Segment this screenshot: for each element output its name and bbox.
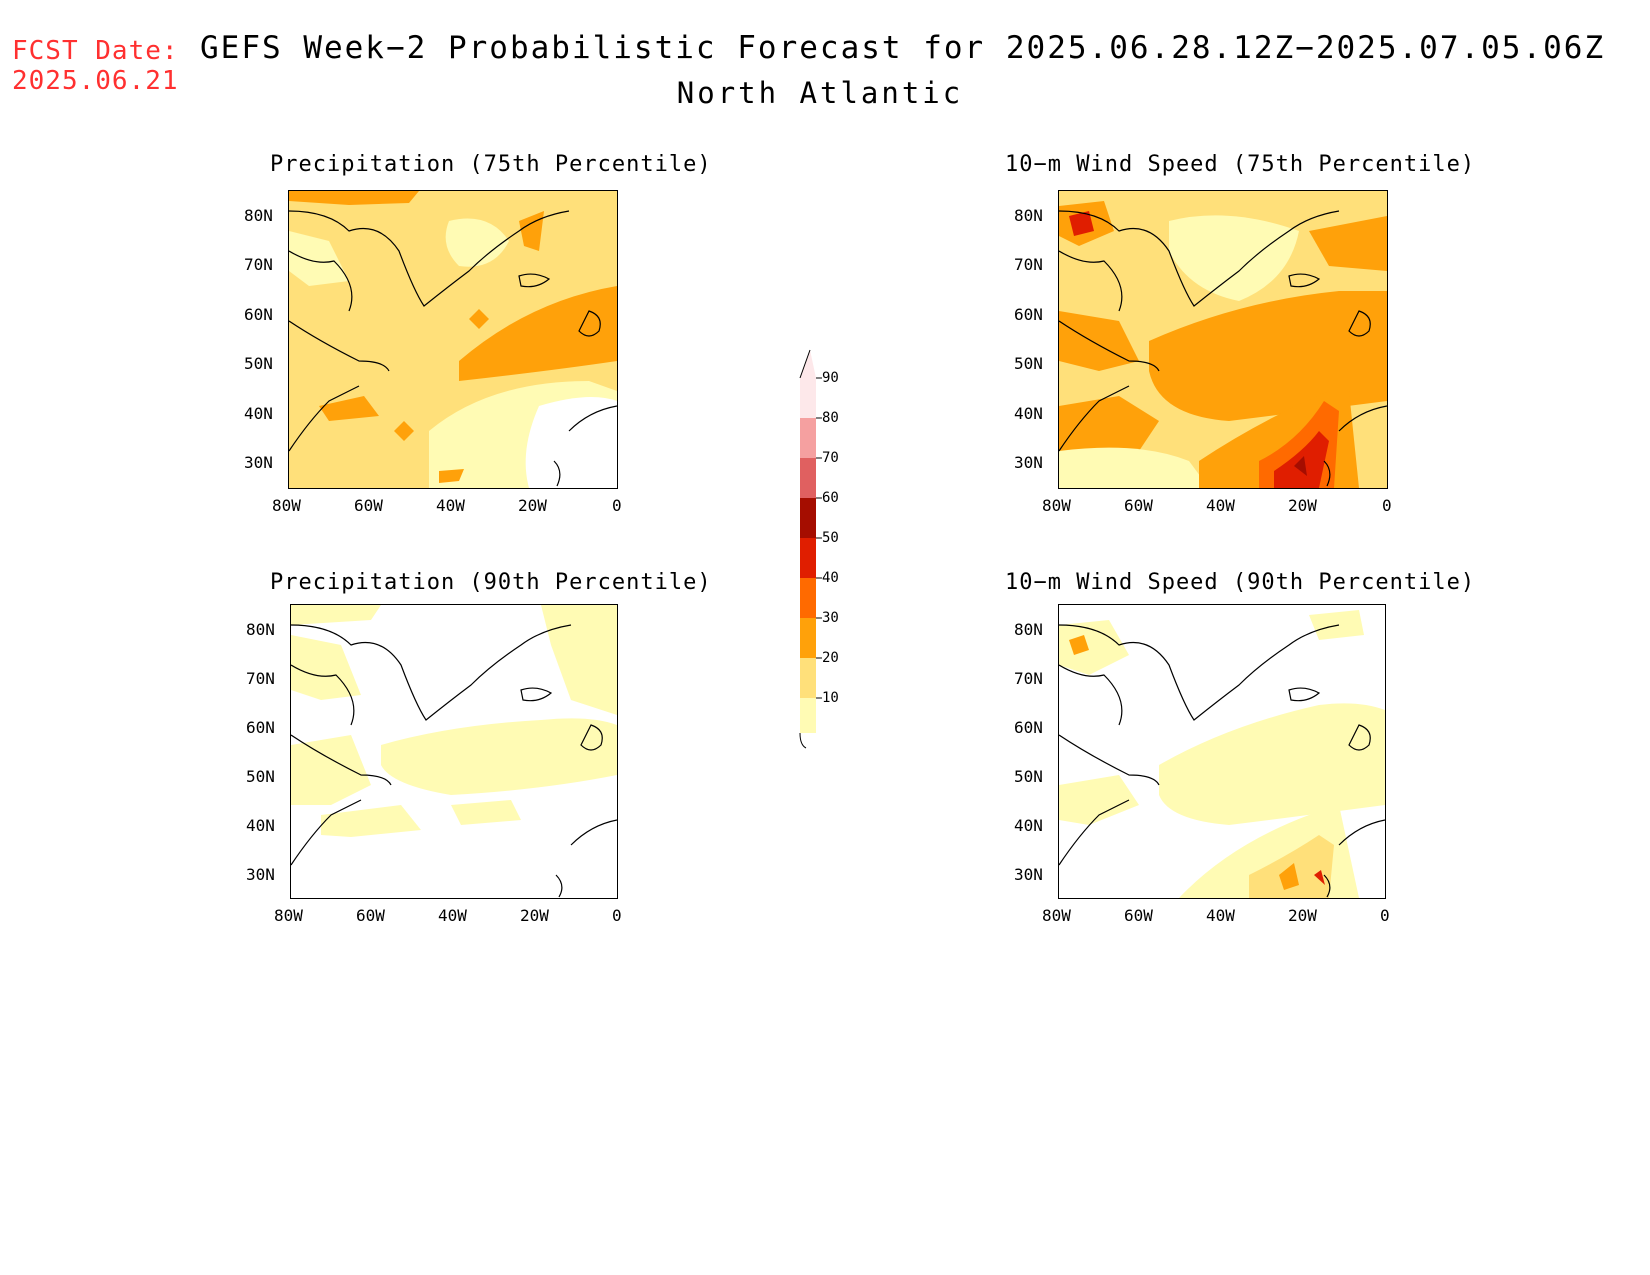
map-wind-90 <box>1058 604 1386 899</box>
lon-label: 20W <box>518 496 547 515</box>
lat-label: 40N <box>244 404 273 423</box>
lon-label: 80W <box>1042 496 1071 515</box>
lat-label: 40N <box>246 816 275 835</box>
lat-label: 50N <box>246 767 275 786</box>
colorbar-swatch-80-90 <box>800 418 816 458</box>
colorbar-swatches <box>799 349 822 749</box>
lat-label: 80N <box>244 206 273 225</box>
lat-label: 60N <box>244 305 273 324</box>
colorbar-label: 40 <box>822 570 839 586</box>
forecast-date-label: FCST Date: <box>12 36 179 66</box>
lat-label: 60N <box>246 718 275 737</box>
lon-label: 40W <box>1206 906 1235 925</box>
colorbar-label: 50 <box>822 530 839 546</box>
colorbar-swatch-20-30 <box>800 658 816 698</box>
colorbar-label: 60 <box>822 490 839 506</box>
lon-label: 40W <box>438 906 467 925</box>
lat-label: 80N <box>246 620 275 639</box>
lon-label: 80W <box>1042 906 1071 925</box>
lat-label: 70N <box>1014 669 1043 688</box>
lat-label: 30N <box>1014 453 1043 472</box>
colorbar-swatch-60-70 <box>800 498 816 538</box>
lon-label: 60W <box>1124 906 1153 925</box>
lat-label: 40N <box>1014 404 1043 423</box>
colorbar: 90 80 70 60 50 40 30 20 10 <box>790 330 850 754</box>
colorbar-swatch-50-60 <box>800 538 816 578</box>
lon-label: 0 <box>612 496 622 515</box>
colorbar-label: 90 <box>822 370 839 386</box>
lat-label: 80N <box>1014 620 1043 639</box>
map-wind-75 <box>1058 190 1388 489</box>
lon-label: 0 <box>1380 906 1390 925</box>
lon-label: 0 <box>612 906 622 925</box>
lon-label: 80W <box>272 496 301 515</box>
panel-title-precip-90: Precipitation (90th Percentile) <box>270 570 712 595</box>
lon-label: 40W <box>1206 496 1235 515</box>
colorbar-swatch-10-20 <box>800 698 816 733</box>
lat-label: 50N <box>1014 767 1043 786</box>
panel-title-wind-90: 10−m Wind Speed (90th Percentile) <box>1005 570 1476 595</box>
lat-label: 50N <box>1014 354 1043 373</box>
lon-label: 60W <box>1124 496 1153 515</box>
colorbar-label: 20 <box>822 650 839 666</box>
lat-label: 70N <box>246 669 275 688</box>
colorbar-swatch-30-40 <box>800 618 816 658</box>
panel-title-precip-75: Precipitation (75th Percentile) <box>270 152 712 177</box>
lon-label: 80W <box>274 906 303 925</box>
lon-label: 40W <box>436 496 465 515</box>
lon-label: 20W <box>1288 496 1317 515</box>
lat-label: 30N <box>1014 865 1043 884</box>
colorbar-label: 80 <box>822 410 839 426</box>
colorbar-swatch-40-50 <box>800 578 816 618</box>
colorbar-cap-top <box>800 350 816 378</box>
forecast-date: FCST Date: 2025.06.21 <box>12 36 179 96</box>
lat-label: 30N <box>246 865 275 884</box>
lat-label: 80N <box>1014 206 1043 225</box>
forecast-date-value: 2025.06.21 <box>12 66 179 96</box>
page-title: GEFS Week−2 Probabilistic Forecast for 2… <box>200 30 1606 66</box>
colorbar-label: 70 <box>822 450 839 466</box>
lon-label: 60W <box>354 496 383 515</box>
region-subtitle: North Atlantic <box>676 76 964 110</box>
colorbar-swatch-90plus <box>800 378 816 418</box>
map-precip-90 <box>290 604 618 899</box>
colorbar-swatch-70-80 <box>800 458 816 498</box>
lat-label: 30N <box>244 453 273 472</box>
lon-label: 20W <box>1288 906 1317 925</box>
map-precip-75 <box>288 190 618 489</box>
lat-label: 60N <box>1014 305 1043 324</box>
colorbar-label: 30 <box>822 610 839 626</box>
colorbar-label: 10 <box>822 690 839 706</box>
lat-label: 40N <box>1014 816 1043 835</box>
lat-label: 70N <box>244 255 273 274</box>
lon-label: 60W <box>356 906 385 925</box>
lon-label: 20W <box>520 906 549 925</box>
panel-title-wind-75: 10−m Wind Speed (75th Percentile) <box>1005 152 1476 177</box>
lat-label: 50N <box>244 354 273 373</box>
lon-label: 0 <box>1382 496 1392 515</box>
lat-label: 70N <box>1014 255 1043 274</box>
lat-label: 60N <box>1014 718 1043 737</box>
